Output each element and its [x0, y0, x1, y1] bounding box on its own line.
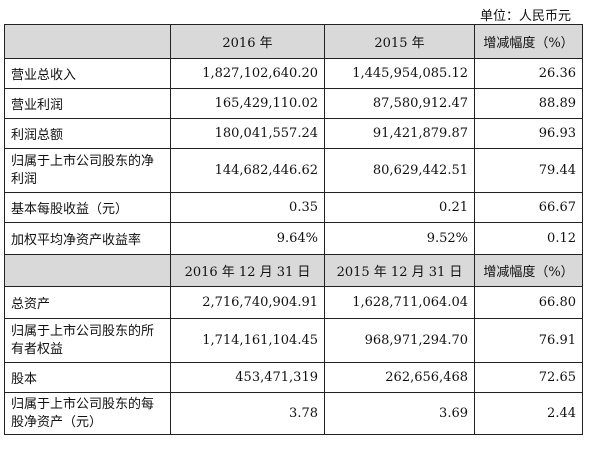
row-label: 利润总额 — [4, 118, 171, 149]
row-label: 归属于上市公司股东的每股净资产（元） — [4, 392, 171, 435]
value-2015: 9.52% — [324, 222, 475, 255]
row-label: 总资产 — [4, 286, 171, 319]
header-row-annual: 2016 年 2015 年 增减幅度（%） — [4, 24, 583, 59]
value-2015: 262,656,468 — [324, 362, 475, 393]
row-label: 营业利润 — [4, 88, 171, 119]
value-2015: 80,629,442.51 — [324, 148, 475, 193]
value-2015: 1,628,711,064.04 — [324, 286, 475, 319]
header-change: 增减幅度（%） — [474, 24, 583, 59]
value-2015: 3.69 — [324, 392, 475, 435]
value-2015: 968,971,294.70 — [324, 318, 475, 363]
value-change: 66.80 — [474, 286, 583, 319]
table-row: 股本 453,471,319 262,656,468 72.65 — [4, 362, 583, 393]
row-label: 营业总收入 — [4, 58, 171, 89]
value-2016: 0.35 — [170, 192, 325, 223]
header-2016-12-31: 2016 年 12 月 31 日 — [170, 254, 325, 287]
value-change: 96.93 — [474, 118, 583, 149]
unit-label: 单位：人民币元 — [479, 9, 571, 24]
value-change: 66.67 — [474, 192, 583, 223]
value-change: 79.44 — [474, 148, 583, 193]
value-2016: 453,471,319 — [170, 362, 325, 393]
table-row: 利润总额 180,041,557.24 91,421,879.87 96.93 — [4, 118, 583, 149]
header-row-balance: 2016 年 12 月 31 日 2015 年 12 月 31 日 增减幅度（%… — [4, 254, 583, 287]
row-label: 加权平均净资产收益率 — [4, 222, 171, 255]
header-2016: 2016 年 — [170, 24, 325, 59]
value-2016: 1,714,161,104.45 — [170, 318, 325, 363]
value-2016: 3.78 — [170, 392, 325, 435]
value-2016: 180,041,557.24 — [170, 118, 325, 149]
value-change: 2.44 — [474, 392, 583, 435]
value-change: 76.91 — [474, 318, 583, 363]
row-label: 归属于上市公司股东的净利润 — [4, 148, 171, 193]
row-label: 股本 — [4, 362, 171, 393]
table-row: 总资产 2,716,740,904.91 1,628,711,064.04 66… — [4, 286, 583, 319]
table-row: 营业总收入 1,827,102,640.20 1,445,954,085.12 … — [4, 58, 583, 89]
table-row: 归属于上市公司股东的净利润 144,682,446.62 80,629,442.… — [4, 148, 583, 193]
table-row: 归属于上市公司股东的所有者权益 1,714,161,104.45 968,971… — [4, 318, 583, 363]
table-row: 基本每股收益（元） 0.35 0.21 66.67 — [4, 192, 583, 223]
value-2015: 91,421,879.87 — [324, 118, 475, 149]
header-2015-12-31: 2015 年 12 月 31 日 — [324, 254, 475, 287]
value-2015: 1,445,954,085.12 — [324, 58, 475, 89]
value-change: 88.89 — [474, 88, 583, 119]
value-2016: 2,716,740,904.91 — [170, 286, 325, 319]
value-2015: 0.21 — [324, 192, 475, 223]
table-row: 营业利润 165,429,110.02 87,580,912.47 88.89 — [4, 88, 583, 119]
value-change: 72.65 — [474, 362, 583, 393]
financial-summary-table: 2016 年 2015 年 增减幅度（%） 营业总收入 1,827,102,64… — [4, 24, 583, 435]
value-change: 0.12 — [474, 222, 583, 255]
header-change: 增减幅度（%） — [474, 254, 583, 287]
value-2016: 9.64% — [170, 222, 325, 255]
row-label: 基本每股收益（元） — [4, 192, 171, 223]
header-corner — [4, 254, 171, 287]
value-change: 26.36 — [474, 58, 583, 89]
table-row: 加权平均净资产收益率 9.64% 9.52% 0.12 — [4, 222, 583, 255]
row-label: 归属于上市公司股东的所有者权益 — [4, 318, 171, 363]
header-2015: 2015 年 — [324, 24, 475, 59]
value-2016: 144,682,446.62 — [170, 148, 325, 193]
value-2016: 165,429,110.02 — [170, 88, 325, 119]
value-2015: 87,580,912.47 — [324, 88, 475, 119]
value-2016: 1,827,102,640.20 — [170, 58, 325, 89]
header-corner — [4, 24, 171, 59]
table-row: 归属于上市公司股东的每股净资产（元） 3.78 3.69 2.44 — [4, 392, 583, 435]
